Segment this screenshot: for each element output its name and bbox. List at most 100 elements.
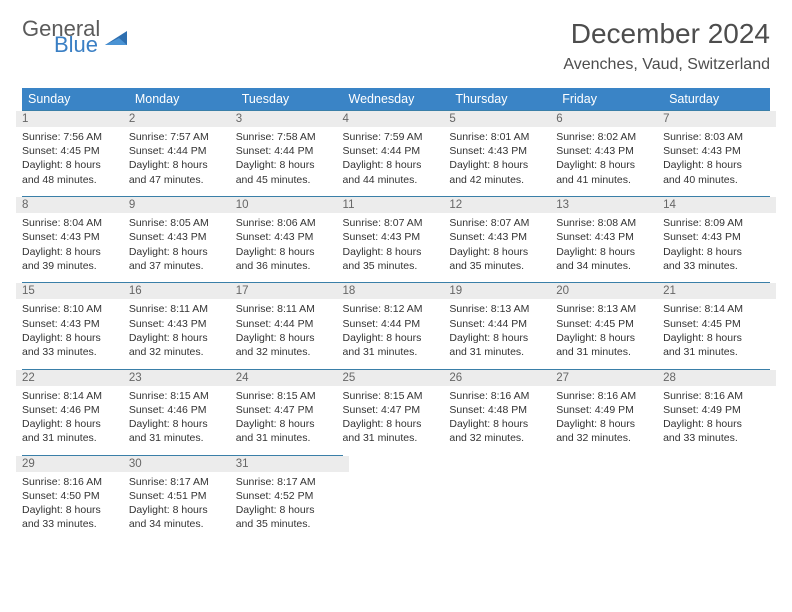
daylight-text: Daylight: 8 hours [449,331,556,345]
sunrise-text: Sunrise: 8:12 AM [343,302,450,316]
week-row: 15Sunrise: 8:10 AMSunset: 4:43 PMDayligh… [22,283,770,359]
day-cell: 28Sunrise: 8:16 AMSunset: 4:49 PMDayligh… [663,369,770,445]
sunset-text: Sunset: 4:45 PM [22,144,129,158]
sunset-text: Sunset: 4:43 PM [556,230,663,244]
sunrise-text: Sunrise: 7:57 AM [129,130,236,144]
daylight-text: Daylight: 8 hours [22,245,129,259]
daylight-text: Daylight: 8 hours [556,245,663,259]
daylight-text: Daylight: 8 hours [343,158,450,172]
week-separator [22,273,770,283]
sunset-text: Sunset: 4:43 PM [22,317,129,331]
daylight-text: and 31 minutes. [343,345,450,359]
daylight-text: Daylight: 8 hours [556,331,663,345]
daylight-text: and 34 minutes. [556,259,663,273]
day-cell: 31Sunrise: 8:17 AMSunset: 4:52 PMDayligh… [236,455,343,531]
sunset-text: Sunset: 4:45 PM [556,317,663,331]
daylight-text: and 45 minutes. [236,173,343,187]
daylight-text: Daylight: 8 hours [556,417,663,431]
daylight-text: Daylight: 8 hours [236,245,343,259]
sunset-text: Sunset: 4:43 PM [556,144,663,158]
day-cell: 16Sunrise: 8:11 AMSunset: 4:43 PMDayligh… [129,283,236,359]
daylight-text: Daylight: 8 hours [22,503,129,517]
sunset-text: Sunset: 4:43 PM [663,144,770,158]
daylight-text: and 31 minutes. [556,345,663,359]
daylight-text: Daylight: 8 hours [663,331,770,345]
sunset-text: Sunset: 4:46 PM [22,403,129,417]
daylight-text: and 32 minutes. [556,431,663,445]
daylight-text: and 35 minutes. [343,259,450,273]
daylight-text: Daylight: 8 hours [129,503,236,517]
daylight-text: and 31 minutes. [449,345,556,359]
sunset-text: Sunset: 4:49 PM [663,403,770,417]
daylight-text: and 47 minutes. [129,173,236,187]
sunset-text: Sunset: 4:47 PM [236,403,343,417]
day-header: Wednesday [343,88,450,111]
day-number: 2 [123,111,242,127]
sunrise-text: Sunrise: 8:17 AM [129,475,236,489]
day-cell: 6Sunrise: 8:02 AMSunset: 4:43 PMDaylight… [556,111,663,187]
daylight-text: Daylight: 8 hours [129,158,236,172]
daylight-text: and 31 minutes. [236,431,343,445]
daylight-text: and 31 minutes. [129,431,236,445]
daylight-text: Daylight: 8 hours [22,158,129,172]
sunrise-text: Sunrise: 8:16 AM [449,389,556,403]
sunrise-text: Sunrise: 8:03 AM [663,130,770,144]
sunrise-text: Sunrise: 8:11 AM [129,302,236,316]
day-header-row: SundayMondayTuesdayWednesdayThursdayFrid… [22,88,770,111]
sunrise-text: Sunrise: 8:15 AM [236,389,343,403]
sunrise-text: Sunrise: 8:10 AM [22,302,129,316]
sunset-text: Sunset: 4:51 PM [129,489,236,503]
sunrise-text: Sunrise: 8:16 AM [22,475,129,489]
sunrise-text: Sunrise: 8:04 AM [22,216,129,230]
daylight-text: and 33 minutes. [663,431,770,445]
day-cell: 5Sunrise: 8:01 AMSunset: 4:43 PMDaylight… [449,111,556,187]
daylight-text: Daylight: 8 hours [663,158,770,172]
sunrise-text: Sunrise: 8:14 AM [22,389,129,403]
sunset-text: Sunset: 4:44 PM [449,317,556,331]
daylight-text: and 31 minutes. [22,431,129,445]
day-number: 3 [230,111,349,127]
empty-cell [556,455,663,531]
sunrise-text: Sunrise: 8:02 AM [556,130,663,144]
day-number: 6 [550,111,669,127]
day-cell: 10Sunrise: 8:06 AMSunset: 4:43 PMDayligh… [236,197,343,273]
daylight-text: and 31 minutes. [663,345,770,359]
sunset-text: Sunset: 4:52 PM [236,489,343,503]
sunrise-text: Sunrise: 8:08 AM [556,216,663,230]
day-number: 22 [16,370,135,386]
day-number: 21 [657,283,776,299]
day-cell: 12Sunrise: 8:07 AMSunset: 4:43 PMDayligh… [449,197,556,273]
month-title: December 2024 [563,18,770,50]
sunset-text: Sunset: 4:43 PM [129,230,236,244]
day-number: 15 [16,283,135,299]
day-number: 19 [443,283,562,299]
daylight-text: Daylight: 8 hours [663,245,770,259]
day-number: 13 [550,197,669,213]
day-cell: 1Sunrise: 7:56 AMSunset: 4:45 PMDaylight… [22,111,129,187]
day-header: Saturday [663,88,770,111]
day-number: 23 [123,370,242,386]
daylight-text: and 32 minutes. [236,345,343,359]
sunrise-text: Sunrise: 8:01 AM [449,130,556,144]
day-number: 29 [16,456,135,472]
empty-cell [343,455,450,531]
day-number: 7 [657,111,776,127]
daylight-text: Daylight: 8 hours [343,245,450,259]
sunrise-text: Sunrise: 8:07 AM [343,216,450,230]
day-number: 26 [443,370,562,386]
sunset-text: Sunset: 4:44 PM [343,317,450,331]
sunset-text: Sunset: 4:43 PM [343,230,450,244]
daylight-text: and 35 minutes. [449,259,556,273]
day-number: 11 [337,197,456,213]
sunset-text: Sunset: 4:43 PM [663,230,770,244]
daylight-text: Daylight: 8 hours [343,331,450,345]
day-number: 9 [123,197,242,213]
daylight-text: and 37 minutes. [129,259,236,273]
daylight-text: and 36 minutes. [236,259,343,273]
week-separator [22,445,770,455]
day-number: 4 [337,111,456,127]
day-number: 27 [550,370,669,386]
day-cell: 11Sunrise: 8:07 AMSunset: 4:43 PMDayligh… [343,197,450,273]
week-row: 29Sunrise: 8:16 AMSunset: 4:50 PMDayligh… [22,455,770,531]
daylight-text: Daylight: 8 hours [236,503,343,517]
